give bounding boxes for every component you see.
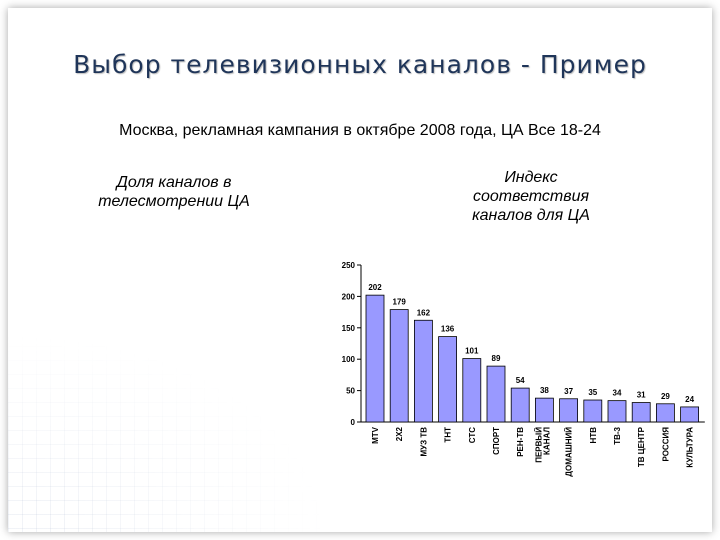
bar-2: [414, 319, 433, 423]
data-label-9: 35: [588, 388, 597, 397]
y-tick-label: 100: [342, 355, 356, 364]
bar-0: [365, 294, 385, 423]
category-label-10: ТВ-3: [613, 426, 622, 444]
category-label-6: РЕН-ТВ: [516, 427, 525, 457]
bar-9: [583, 399, 603, 423]
data-label-13: 24: [685, 395, 694, 404]
data-label-8: 37: [564, 387, 573, 396]
data-label-4: 101: [465, 347, 479, 356]
category-label-7-1: КАНАЛ: [542, 427, 551, 455]
category-label-11: ТВ ЦЕНТР: [637, 426, 646, 467]
affinity-bar-chart: 0 50 100 150 200 250 202 MTV 179 2X2 162 МУЗ ТВ 136 Т…: [342, 261, 705, 477]
bar-1: [389, 309, 409, 423]
bar-10: [607, 400, 627, 423]
category-label-8: ДОМАШНИЙ: [565, 427, 574, 477]
data-label-7: 38: [540, 386, 549, 395]
bar-5: [486, 365, 506, 423]
bar-13: [680, 406, 700, 423]
data-label-5: 89: [492, 354, 501, 363]
y-tick-label: 50: [346, 387, 355, 396]
data-label-12: 29: [661, 392, 670, 401]
data-label-3: 136: [441, 325, 455, 334]
y-tick-label: 250: [342, 261, 356, 270]
bar-11: [631, 402, 651, 423]
slide-subtitle: Москва, рекламная кампания в октябре 200…: [119, 122, 601, 139]
decorative-grid-background: [8, 332, 328, 532]
y-tick-label: 0: [351, 418, 356, 427]
share-column-label: Доля каналов в телесмотрении ЦА: [98, 174, 250, 210]
data-label-2: 162: [417, 308, 431, 317]
affinity-column-label: Индекс соответствия каналов для ЦА: [472, 169, 590, 224]
slide-title: Выбор телевизионных каналов - Пример: [73, 50, 647, 79]
slide-frame: Выбор телевизионных каналов - Пример Мос…: [8, 8, 712, 532]
category-label-9: НТВ: [589, 427, 598, 444]
category-label-4: СТС: [468, 427, 477, 443]
bar-3: [438, 336, 457, 423]
category-label-2: МУЗ ТВ: [419, 427, 428, 457]
data-label-11: 31: [637, 391, 646, 400]
category-label-3: ТНТ: [444, 427, 453, 443]
bar-8: [559, 398, 579, 423]
y-tick-label: 150: [342, 324, 356, 333]
data-label-10: 34: [613, 389, 622, 398]
y-tick-label: 200: [342, 292, 356, 301]
bar-12: [655, 403, 675, 423]
data-label-1: 179: [393, 298, 407, 307]
category-label-5: СПОРТ: [492, 427, 501, 455]
bar-7: [534, 397, 554, 423]
bar-4: [462, 358, 482, 423]
category-label-7-0: ПЕРВЫЙ: [534, 427, 543, 463]
category-label-0: MTV: [371, 426, 380, 444]
bar-6: [510, 387, 530, 423]
data-label-6: 54: [516, 376, 525, 385]
category-label-13: КУЛЬТУРА: [686, 427, 695, 468]
category-label-12: РОССИЯ: [661, 427, 670, 462]
data-label-0: 202: [368, 283, 382, 292]
category-label-1: 2X2: [395, 426, 404, 441]
